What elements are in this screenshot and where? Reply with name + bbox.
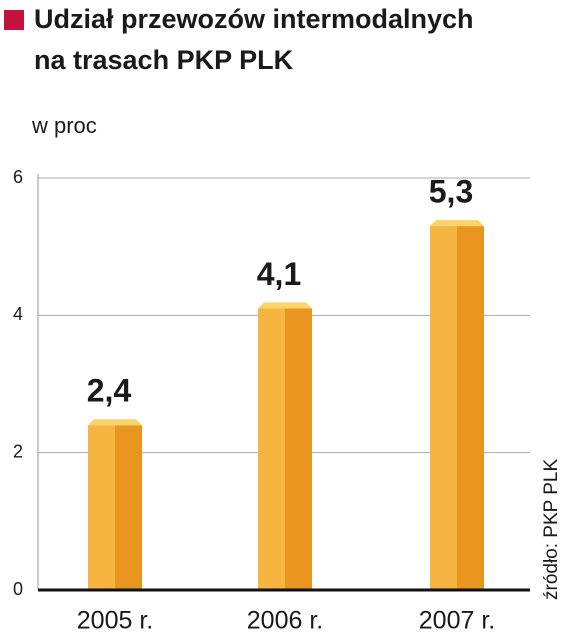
chart-title: na trasach PKP PLK [34, 45, 294, 75]
bar-top [88, 419, 142, 426]
title-marker [4, 10, 24, 30]
value-label: 5,3 [429, 174, 473, 210]
x-tick-label: 2006 r. [247, 607, 323, 635]
bar-front [430, 226, 457, 591]
y-tick-label: 0 [13, 579, 23, 599]
x-tick-label: 2007 r. [419, 607, 495, 635]
chart-title: Udział przewozów intermodalnych [34, 4, 474, 34]
unit-label: w proc [31, 113, 97, 138]
source: źródło: PKP PLK [541, 458, 562, 600]
bar-side [285, 308, 312, 590]
y-tick-label: 6 [13, 167, 23, 187]
y-tick-label: 4 [13, 304, 23, 324]
bar-side [457, 226, 484, 591]
bar-top [258, 302, 312, 309]
bar-front [258, 308, 285, 590]
x-tick-label: 2005 r. [77, 607, 153, 635]
y-tick-label: 2 [13, 441, 23, 461]
bar-top [430, 220, 484, 227]
value-label: 4,1 [257, 256, 301, 292]
bar-side [115, 425, 142, 590]
value-label: 2,4 [87, 373, 132, 409]
bar-front [88, 425, 115, 590]
